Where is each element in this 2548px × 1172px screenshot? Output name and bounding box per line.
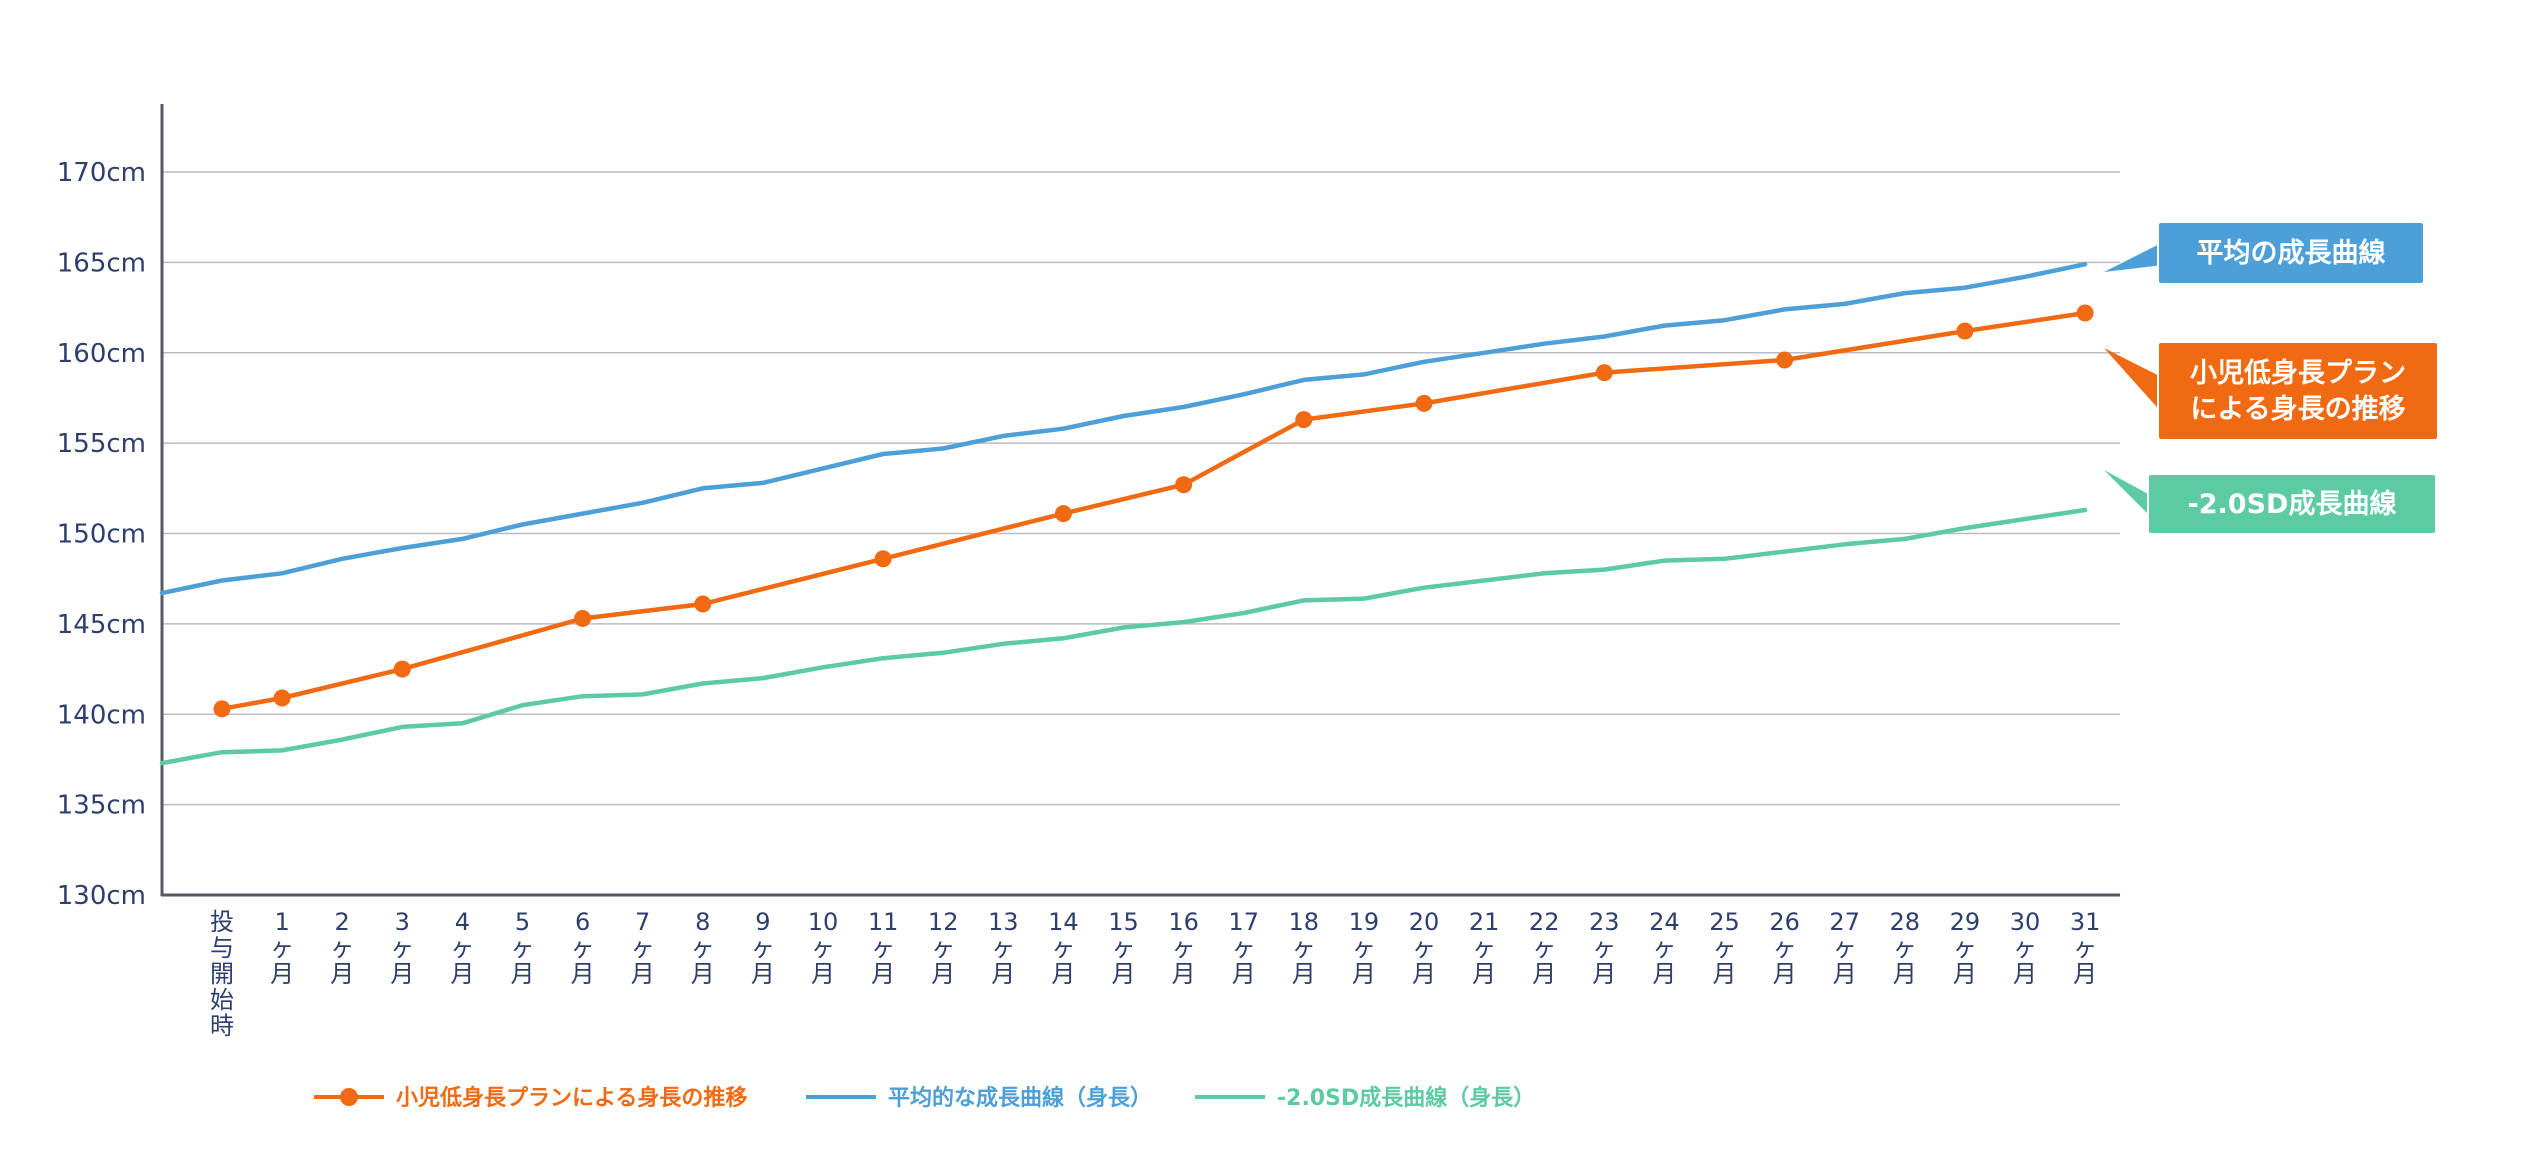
x-tick-label: 投与開始時 bbox=[210, 908, 234, 1040]
callout-box bbox=[2147, 473, 2437, 535]
callout-pointer bbox=[2104, 348, 2160, 411]
x-tick-label: 16 ヶ月 bbox=[1168, 908, 1199, 988]
x-tick-label: 7 ヶ月 bbox=[631, 908, 655, 988]
x-tick-label: 25 ヶ月 bbox=[1709, 908, 1740, 988]
callout-layer: 小児低身長プランによる身長の推移 平均の成長曲線 -2.0SD成長曲線 bbox=[2104, 221, 2439, 535]
x-tick-label: 17 ヶ月 bbox=[1228, 908, 1259, 988]
series-point-treatment bbox=[1595, 364, 1613, 382]
x-tick-label: 18 ヶ月 bbox=[1289, 908, 1320, 988]
x-tick-label: 31 ヶ月 bbox=[2070, 908, 2101, 988]
series-layer bbox=[159, 261, 2094, 766]
x-tick-label: 15 ヶ月 bbox=[1108, 908, 1139, 988]
axis-layer: 130cm 135cm 140cm 145cm 150cm 155cm 160cm 165cm… bbox=[57, 104, 2120, 1040]
callout-text: による身長の推移 bbox=[2190, 393, 2405, 425]
y-tick-label: 155cm bbox=[57, 429, 146, 459]
x-tick-label: 4 ヶ月 bbox=[450, 908, 474, 988]
x-tick-label: 19 ヶ月 bbox=[1349, 908, 1380, 988]
legend-label: 小児低身長プランによる身長の推移 bbox=[396, 1085, 747, 1111]
grid-layer bbox=[162, 171, 2120, 806]
series-point-treatment bbox=[694, 595, 712, 613]
series-point-treatment bbox=[273, 689, 291, 707]
legend-item-minus2sd: -2.0SD成長曲線（身長） bbox=[1195, 1085, 1535, 1111]
callout-pointer bbox=[2104, 470, 2150, 516]
series-point-treatment bbox=[1295, 411, 1313, 429]
x-tick-label: 28 ヶ月 bbox=[1890, 908, 1921, 988]
x-tick-label: 1 ヶ月 bbox=[270, 908, 294, 988]
x-tick-label: 22 ヶ月 bbox=[1529, 908, 1560, 988]
legend-item-average: 平均的な成長曲線（身長） bbox=[806, 1085, 1152, 1111]
series-point-treatment bbox=[874, 550, 892, 568]
x-tick-label: 3 ヶ月 bbox=[390, 908, 414, 988]
x-tick-label: 9 ヶ月 bbox=[751, 908, 775, 988]
x-tick-label: 6 ヶ月 bbox=[571, 908, 595, 988]
x-tick-label: 27 ヶ月 bbox=[1829, 908, 1860, 988]
callout-text: -2.0SD成長曲線 bbox=[2188, 488, 2397, 520]
x-tick-label: 13 ヶ月 bbox=[988, 908, 1019, 988]
series-point-treatment bbox=[213, 700, 231, 718]
callout-pointer bbox=[2104, 243, 2160, 272]
x-tick-label: 5 ヶ月 bbox=[511, 908, 535, 988]
x-tick-label: 14 ヶ月 bbox=[1048, 908, 1079, 988]
x-tick-label: 20 ヶ月 bbox=[1409, 908, 1440, 988]
y-tick-label: 135cm bbox=[57, 791, 146, 821]
x-tick-label: 2 ヶ月 bbox=[330, 908, 354, 988]
legend-label: -2.0SD成長曲線（身長） bbox=[1277, 1085, 1535, 1111]
legend-item-treatment: 小児低身長プランによる身長の推移 bbox=[314, 1085, 747, 1111]
series-point-treatment bbox=[574, 609, 592, 627]
x-tick-label: 11 ヶ月 bbox=[868, 908, 899, 988]
y-tick-label: 165cm bbox=[57, 248, 146, 278]
x-tick-label: 24 ヶ月 bbox=[1649, 908, 1680, 988]
series-point-treatment bbox=[1776, 351, 1794, 369]
legend-swatch-marker bbox=[340, 1088, 358, 1106]
callout-treatment: 小児低身長プランによる身長の推移 bbox=[2104, 341, 2439, 441]
x-tick-label: 21 ヶ月 bbox=[1469, 908, 1500, 988]
series-point-treatment bbox=[1956, 322, 1974, 340]
series-point-treatment bbox=[2076, 304, 2094, 322]
series-point-treatment bbox=[1415, 394, 1433, 412]
x-tick-label: 12 ヶ月 bbox=[928, 908, 959, 988]
series-line-average bbox=[159, 261, 2088, 596]
legend-layer: 小児低身長プランによる身長の推移 平均的な成長曲線（身長） -2.0SD成長曲線（身… bbox=[314, 1085, 1535, 1111]
y-tick-label: 145cm bbox=[57, 610, 146, 640]
series-line-minus2sd bbox=[159, 507, 2088, 766]
series-point-treatment bbox=[1054, 505, 1072, 523]
x-tick-label: 29 ヶ月 bbox=[1950, 908, 1981, 988]
x-tick-label: 26 ヶ月 bbox=[1769, 908, 1800, 988]
callout-text: 平均の成長曲線 bbox=[2197, 237, 2386, 269]
x-tick-label: 10 ヶ月 bbox=[808, 908, 839, 988]
callout-text: 小児低身長プラン bbox=[2190, 357, 2406, 389]
y-tick-label: 140cm bbox=[57, 700, 146, 730]
callout-average: 平均の成長曲線 bbox=[2104, 221, 2425, 285]
callout-box bbox=[2157, 341, 2439, 441]
y-tick-label: 160cm bbox=[57, 339, 146, 369]
callout-box bbox=[2157, 221, 2425, 285]
callout-minus2sd: -2.0SD成長曲線 bbox=[2104, 470, 2437, 535]
y-tick-label: 130cm bbox=[57, 881, 146, 911]
y-tick-label: 150cm bbox=[57, 520, 146, 550]
series-point-treatment bbox=[393, 660, 411, 678]
series-point-treatment bbox=[1175, 476, 1193, 494]
x-tick-label: 30 ヶ月 bbox=[2010, 908, 2041, 988]
series-line-treatment bbox=[219, 310, 2088, 712]
y-tick-label: 170cm bbox=[57, 158, 146, 188]
x-tick-label: 8 ヶ月 bbox=[691, 908, 715, 988]
x-tick-label: 23 ヶ月 bbox=[1589, 908, 1620, 988]
legend-label: 平均的な成長曲線（身長） bbox=[888, 1085, 1152, 1111]
